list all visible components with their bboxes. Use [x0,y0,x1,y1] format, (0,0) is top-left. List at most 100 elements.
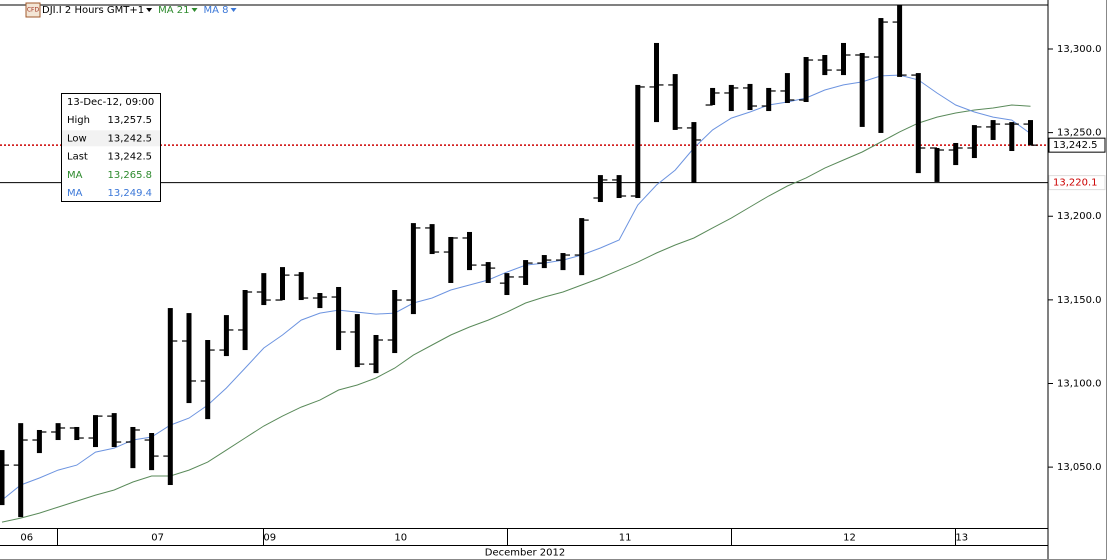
bar-range [523,260,529,285]
bar-range [915,73,921,174]
bar-range [990,120,996,140]
y-tick-label: 13,300.0 [1057,44,1102,55]
bar-range [971,125,977,159]
bar-range [897,5,903,77]
tooltip-box [61,93,161,202]
bar-range [373,334,379,374]
bar-range [859,53,865,127]
tooltip-row-value: 13,242.5 [107,133,152,144]
dropdown-arrow[interactable] [230,8,237,12]
bar-range [747,83,753,111]
last-price-label: 13,242.5 [1053,140,1098,151]
bar-range [130,426,136,469]
legend-entry[interactable]: MA 21 [158,5,189,16]
tooltip-row-value: 13,265.8 [107,170,152,181]
bar-range [448,236,454,283]
bar-range [654,42,659,123]
bar-range [280,267,285,301]
y-tick-label: 13,150.0 [1057,295,1102,306]
instrument-badge: CFD [27,7,40,14]
tooltip-row-value: 13,242.5 [107,152,152,163]
chart-title[interactable]: DJI.I 2 Hours GMT+1 [42,5,144,16]
y-tick-label: 13,100.0 [1057,378,1102,389]
tooltip-row-name: High [67,115,90,126]
instrument-icon[interactable] [25,2,41,18]
plot-area [0,5,1048,523]
ma-line [1,104,1031,523]
level-label-box [1048,175,1106,191]
bar-range [167,308,173,486]
bar-range [429,224,435,255]
tooltip-row-value: 13,257.5 [107,115,152,126]
last-price-box [1048,137,1106,153]
bar-range [560,253,566,271]
dropdown-arrow[interactable] [146,8,153,12]
tooltip-row-name: Last [67,152,88,163]
x-tick-label: 10 [394,533,407,544]
y-tick-label: 13,200.0 [1057,211,1102,222]
tooltip: 13-Dec-12, 09:00 High 13,257.5 Low 13,242.5… [61,93,161,202]
level-label: 13,220.1 [1053,178,1098,189]
bar-range [691,122,697,183]
bar-range [597,175,603,203]
bar-range [541,255,547,269]
bar-range [242,289,248,351]
bar-range [261,273,267,306]
date-separators [57,528,956,545]
bar-range [111,413,117,448]
bar-range [841,42,846,76]
bar-range [336,286,342,351]
tooltip-row-bg [62,130,160,147]
x-tick-label: 11 [619,533,632,544]
bar-range [672,74,678,130]
bar-range [953,142,959,166]
bar-range [18,423,24,518]
y-tick-label: 13,050.0 [1057,462,1102,473]
bar-range [878,18,884,133]
legend-entry[interactable]: MA 8 [204,5,229,16]
bar-range [392,289,398,354]
x-axis-title: December 2012 [485,548,565,559]
x-tick-label: 06 [20,533,33,544]
tooltip-row-name: MA [67,188,83,199]
bar-range [766,87,772,112]
bar-range [205,340,211,420]
x-tick-label: 07 [151,533,164,544]
bar-range [93,415,98,448]
bar-range [784,73,790,104]
bar-range [803,57,809,103]
dropdown-arrow[interactable] [191,8,198,12]
bar-range [710,87,716,106]
bar-range [317,293,323,309]
bar-range [504,273,510,296]
bar-range [635,84,641,199]
bar-range [1028,120,1033,146]
bar-range [410,223,416,315]
bar-range [822,55,828,76]
bar-range [36,429,42,454]
bar-range [485,262,491,283]
bar-range [0,450,5,506]
bar-range [149,433,155,471]
bar-range [1009,122,1015,152]
bar-range [616,175,622,199]
y-tick-label: 13,250.0 [1057,128,1102,139]
bar-range [467,231,472,271]
bar-range [934,148,940,182]
bar-range [298,272,304,301]
bar-range [74,426,80,441]
bar-range [354,314,360,368]
tooltip-row-value: 13,249.4 [107,188,152,199]
tooltip-row-name: MA [67,170,83,181]
tooltip-row-name: Low [67,133,87,144]
ma-line [1,74,1031,501]
x-tick-label: 12 [843,533,856,544]
bar-range [223,315,229,357]
x-tick-label: 09 [263,533,276,544]
bar-range [579,218,585,276]
tooltip-title: 13-Dec-12, 09:00 [67,97,154,108]
bar-range [728,84,734,112]
